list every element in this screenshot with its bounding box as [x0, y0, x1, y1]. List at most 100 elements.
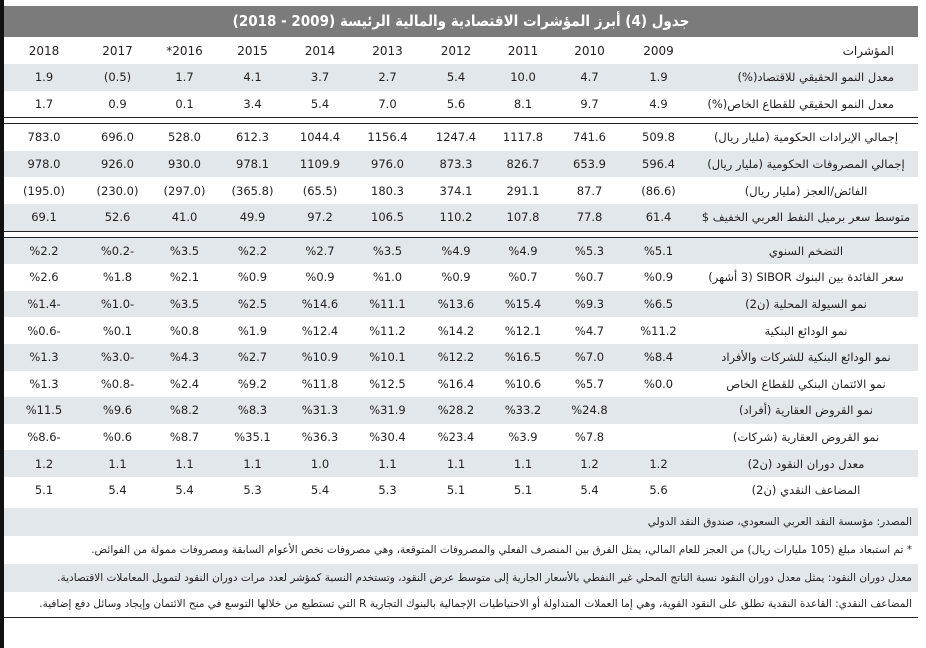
value-cell: 4.9 [649, 96, 668, 111]
year-header: 2015 [237, 43, 268, 58]
value-cell: %35.1 [234, 430, 271, 445]
value-cell: %2.2 [218, 237, 287, 265]
table-row: %8.6- %0.6 %8.7 %35.1 %36.3 %30.4 %23.4 %3.9 %7.… [4, 424, 918, 451]
value-cell: 978.1 [218, 150, 287, 178]
value-cell: 1.0 [287, 450, 353, 477]
value-cell: %1.8 [102, 270, 133, 285]
value-cell: %9.6 [84, 397, 151, 424]
value-cell: 4.1 [218, 64, 287, 91]
value-cell: 110.2 [422, 203, 490, 232]
value-cell: 1117.8 [502, 130, 544, 145]
value-cell: 826.7 [490, 150, 556, 178]
value-cell: 5.6 [446, 96, 466, 111]
value-cell: %15.4 [490, 290, 556, 318]
value-cell: %8.2 [151, 397, 218, 424]
value-cell: %10.9 [287, 343, 353, 371]
value-cell: 1.1 [353, 450, 422, 477]
indicator-label: متوسط سعر برميل النفط العربي الخفيف $ [694, 203, 918, 232]
indicator-label: نمو الائتمان البنكي للقطاع الخاص [726, 376, 886, 391]
value-cell: 5.4 [422, 64, 490, 91]
value-cell: %11.2 [640, 323, 677, 338]
value-cell: %0.9 [305, 270, 335, 285]
value-cell: %0.6- [27, 323, 61, 338]
value-cell: 5.1 [34, 483, 54, 498]
value-cell [623, 424, 694, 451]
table-row: %1.3 %0.8- %2.4 %9.2 %11.8 %12.5 %16.4 %10.6 %5.… [4, 371, 918, 398]
table-row: (195.0) (230.0) (297.0) (365.8) (65.5) 180.3 3… [4, 177, 918, 204]
value-cell: 1044.4 [299, 130, 341, 145]
value-cell: 41.0 [151, 203, 218, 232]
value-cell [623, 397, 694, 424]
value-cell: 5.3 [378, 483, 397, 498]
value-cell: %1.4- [4, 290, 84, 318]
value-cell: %14.2 [437, 323, 475, 338]
value-cell: %2.2 [4, 237, 84, 265]
table-row: 69.1 52.6 41.0 49.9 97.2 106.5 110.2 107.8 77.8 6… [4, 203, 918, 232]
value-cell: 783.0 [27, 130, 61, 145]
value-cell: %2.6 [29, 270, 59, 285]
value-cell: %2.7 [218, 343, 287, 371]
value-cell: %7.0 [556, 343, 623, 371]
year-header: 2009 [643, 43, 674, 58]
value-cell: %31.9 [353, 397, 422, 424]
indicator-label: معدل دوران النقود (ن2) [694, 450, 918, 477]
value-cell: %6.5 [623, 290, 694, 318]
value-cell: 374.1 [439, 183, 473, 198]
value-cell: 528.0 [168, 130, 201, 145]
value-cell: 97.2 [287, 203, 353, 232]
table-row: 783.0 696.0 528.0 612.3 1044.4 1156.4 1247.4 11… [4, 124, 918, 151]
value-cell: 1109.9 [287, 150, 353, 178]
table-title: جدول (4) أبرز المؤشرات الاقتصادية والمال… [4, 6, 918, 37]
value-cell: %1.3 [4, 343, 84, 371]
value-cell: 653.9 [556, 150, 623, 178]
value-cell: %23.4 [437, 430, 475, 445]
value-cell: 3.7 [287, 64, 353, 91]
indicator-label: معدل النمو الحقيقي للقطاع الخاص(%) [707, 96, 894, 111]
value-cell: 1.2 [623, 450, 694, 477]
value-cell: %7.8 [574, 430, 605, 445]
value-cell: 9.7 [580, 96, 599, 111]
value-cell: %0.8- [100, 376, 135, 391]
value-cell: 5.3 [243, 483, 262, 498]
value-cell: 1.1 [151, 450, 218, 477]
value-cell: (86.6) [641, 183, 676, 198]
value-cell: 3.4 [243, 96, 262, 111]
value-cell: %36.3 [301, 430, 339, 445]
footnote-2016: * تم استبعاد مبلغ (105 مليارات ريال) من … [91, 543, 912, 556]
value-cell: %3.9 [508, 430, 538, 445]
value-cell: %10.6 [504, 376, 542, 391]
table-row: 5.1 5.4 5.4 5.3 5.4 5.3 5.1 5.1 5.4 5.6 المضاعف ال… [4, 477, 918, 504]
value-cell: 8.1 [513, 96, 533, 111]
table-row: %1.3 %3.0- %4.3 %2.7 %10.9 %10.1 %12.2 %16.5 %7.… [4, 343, 918, 371]
value-cell: 5.4 [108, 483, 127, 498]
table-row: 1.2 1.1 1.1 1.1 1.0 1.1 1.1 1.1 1.2 1.2 معدل دوران… [4, 450, 918, 477]
value-cell: %33.2 [490, 397, 556, 424]
double-rule [4, 117, 918, 125]
section-divider [4, 230, 918, 238]
table-row: 1.9 (0.5) 1.7 4.1 3.7 2.7 5.4 10.0 4.7 1.9 معدل ال… [4, 64, 918, 91]
value-cell: %0.7 [508, 270, 538, 285]
value-cell: %0.9 [237, 270, 268, 285]
value-cell: %2.4 [169, 376, 200, 391]
year-header: 2018 [28, 43, 60, 58]
value-cell: 1.1 [84, 450, 151, 477]
value-cell: %11.1 [353, 290, 422, 318]
value-cell: 49.9 [218, 203, 287, 232]
value-cell: 1247.4 [435, 130, 477, 145]
value-cell: %5.3 [556, 237, 623, 265]
indicator-label: نمو الودائع البنكية للشركات والأفراد [694, 343, 918, 371]
indicators-table: 2018 2017 *2016 2015 2014 2013 2012 2011 2010 200… [4, 37, 918, 504]
value-cell: %2.7 [287, 237, 353, 265]
indicator-label: الفائض/العجز (مليار ريال) [744, 183, 868, 198]
value-cell: 0.9 [108, 96, 127, 111]
value-cell: %0.9 [441, 270, 471, 285]
table-row: %2.6 %1.8 %2.1 %0.9 %0.9 %1.0 %0.9 %0.7 %0.7 %0.9… [4, 264, 918, 291]
value-cell: %28.2 [422, 397, 490, 424]
value-cell: 1.1 [422, 450, 490, 477]
value-cell: 10.0 [490, 64, 556, 91]
year-header: 2012 [440, 43, 472, 58]
value-cell: %2.1 [169, 270, 200, 285]
year-header: 2013 [372, 43, 403, 58]
value-cell: %13.6 [422, 290, 490, 318]
value-cell: %0.6 [102, 430, 133, 445]
